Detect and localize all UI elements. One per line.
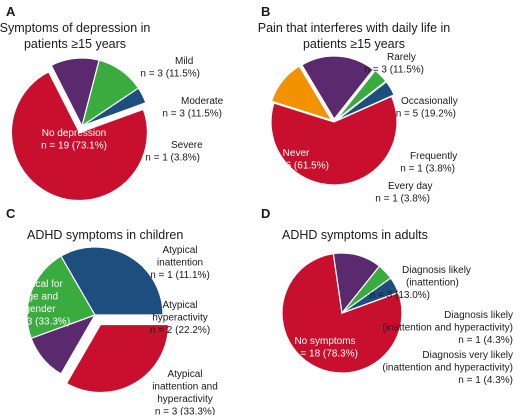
slice-label-line: inattention and (152, 382, 218, 393)
pie-slice-atypical-inattention-and-hyperactivity (60, 246, 164, 316)
chart-title-line: ADHD symptoms in children (27, 228, 183, 242)
slice-label-line: n = 3 (11.5%) (162, 109, 222, 120)
slice-label-line: n = 1 (3.8%) (375, 194, 430, 205)
pie-slice-frequently (335, 69, 387, 121)
panel-label: C (6, 206, 16, 221)
slice-label-line: No symptoms (294, 336, 355, 347)
slice-label-line: n = 18 (78.3%) (292, 349, 358, 360)
chart-title-line: Symptoms of depression in (0, 21, 150, 35)
chart-title-line: ADHD symptoms in adults (282, 228, 428, 242)
slice-label-line: n = 5 (19.2%) (396, 109, 456, 120)
slice-label-line: Atypical (162, 245, 197, 256)
slice-label-line: gender (24, 304, 56, 315)
pie-slice-atypical-hyperactivity (26, 255, 96, 340)
panel-label: A (6, 4, 16, 19)
slice-label-line: Diagnosis likely (444, 310, 513, 321)
pie-slice-typical-for-age-and-gender (65, 323, 170, 394)
slice-label-line: n = 3 (33.3%) (155, 407, 215, 416)
slice-label-line: age and (22, 292, 58, 303)
slice-label-line: n = 3 (13.0%) (370, 290, 430, 301)
slice-label-line: n = 19 (73.1%) (41, 141, 107, 152)
slice-label-occasionally: Occasionally n = 5 (19.2%) (396, 96, 458, 120)
slice-label-diagnosis-likely-inattention: Diagnosis likely (inattention)n = 3 (13.0… (370, 265, 471, 301)
slice-label-line: Severe (171, 140, 203, 151)
pie-slice-severe (81, 87, 147, 127)
slice-label-severe: Severe n = 1 (3.8%) (145, 140, 203, 164)
slice-label-line: Occasionally (401, 96, 458, 107)
panel-d: D ADHD symptoms in adults No symptoms n = 1… (261, 206, 513, 386)
slice-label-line: Atypical (162, 300, 197, 311)
slice-label-moderate: Moderate n = 3 (11.5%) (162, 96, 223, 120)
slice-label-line: n = 1 (11.1%) (150, 270, 210, 281)
slice-label-never: Never n = 16 (61.5%) (263, 148, 329, 172)
panel-b: B Pain that interferes with daily life in… (258, 4, 458, 205)
slice-label-line: n = 3 (11.5%) (140, 69, 200, 80)
slice-label-line: hyperactivity (157, 394, 213, 405)
slice-label-line: n = 1 (4.3%) (458, 335, 513, 346)
pie-slice-diagnosis-very-likely-inattention-and-hyperactivity (341, 277, 400, 314)
slice-label-line: Atypical (167, 369, 202, 380)
slice-label-line: n = 16 (61.5%) (263, 161, 329, 172)
slice-label-line: (inattention and hyperactivity) (382, 363, 513, 374)
pie-slice-never (270, 95, 398, 186)
pie-slice-rarely (270, 65, 333, 122)
slice-label-line: n = 1 (4.3%) (458, 375, 513, 386)
slice-label-line: Moderate (181, 96, 224, 107)
slice-label-line: inattention (157, 258, 203, 269)
slice-label-line: Diagnosis likely (402, 265, 471, 276)
slice-label-line: n = 1 (3.8%) (400, 164, 455, 175)
slice-label-line: Rarely (387, 52, 416, 63)
slice-label-line: Frequently (410, 151, 457, 162)
slice-label-frequently: Frequently n = 1 (3.8%) (400, 151, 457, 175)
chart-title-line: Pain that interferes with daily life in (258, 21, 451, 35)
slice-label-line: n = 3 (33.3%) (10, 317, 70, 328)
slice-label-no-depression: No depression n = 19 (73.1%) (41, 128, 107, 152)
slice-label-rarely: Rarely n = 3 (11.5%) (364, 52, 424, 76)
slice-label-line: n = 3 (11.5%) (364, 65, 424, 76)
slice-label-line: n = 1 (3.8%) (145, 153, 200, 164)
chart-title-line: patients ≥15 years (303, 37, 405, 51)
panel-label: B (261, 4, 270, 19)
slice-label-line: (inattention and hyperactivity) (382, 323, 513, 334)
slice-label-diagnosis-very-likely-inattention-and-hyperactivity: Diagnosis very likely (inattention and hy… (382, 350, 513, 386)
slice-label-line: n = 2 (22.2%) (150, 325, 210, 336)
slice-label-line: Typical for (17, 279, 63, 290)
pie-slice-every-day (336, 80, 395, 122)
chart-title-line: patients ≥15 years (24, 37, 126, 51)
slice-label-mild: Mild n = 3 (11.5%) (140, 56, 200, 80)
slice-label-every-day: Every day n = 1 (3.8%) (375, 181, 432, 205)
panel-a: A Symptoms of depression in patients ≥15 y… (0, 4, 224, 202)
slice-label-diagnosis-likely-inattention-and-hyperactivity: Diagnosis likely (inattention and hyperac… (382, 310, 513, 346)
panel-c: C ADHD symptoms in children Typical for age… (6, 206, 218, 418)
slice-label-line: Every day (388, 181, 432, 192)
panel-label: D (261, 206, 270, 221)
slice-label-line: Mild (175, 56, 193, 67)
slice-label-line: (inattention) (406, 278, 459, 289)
slice-label-line: hyperactivity (152, 313, 208, 324)
slice-label-line: No depression (42, 128, 106, 139)
pie-slice-no-depression (10, 71, 148, 202)
slice-label-line: Never (283, 148, 310, 159)
slice-label-no-symptoms: No symptoms n = 18 (78.3%) (292, 336, 358, 360)
pie-slice-occasionally (300, 55, 375, 121)
slice-label-line: Diagnosis very likely (422, 350, 513, 361)
